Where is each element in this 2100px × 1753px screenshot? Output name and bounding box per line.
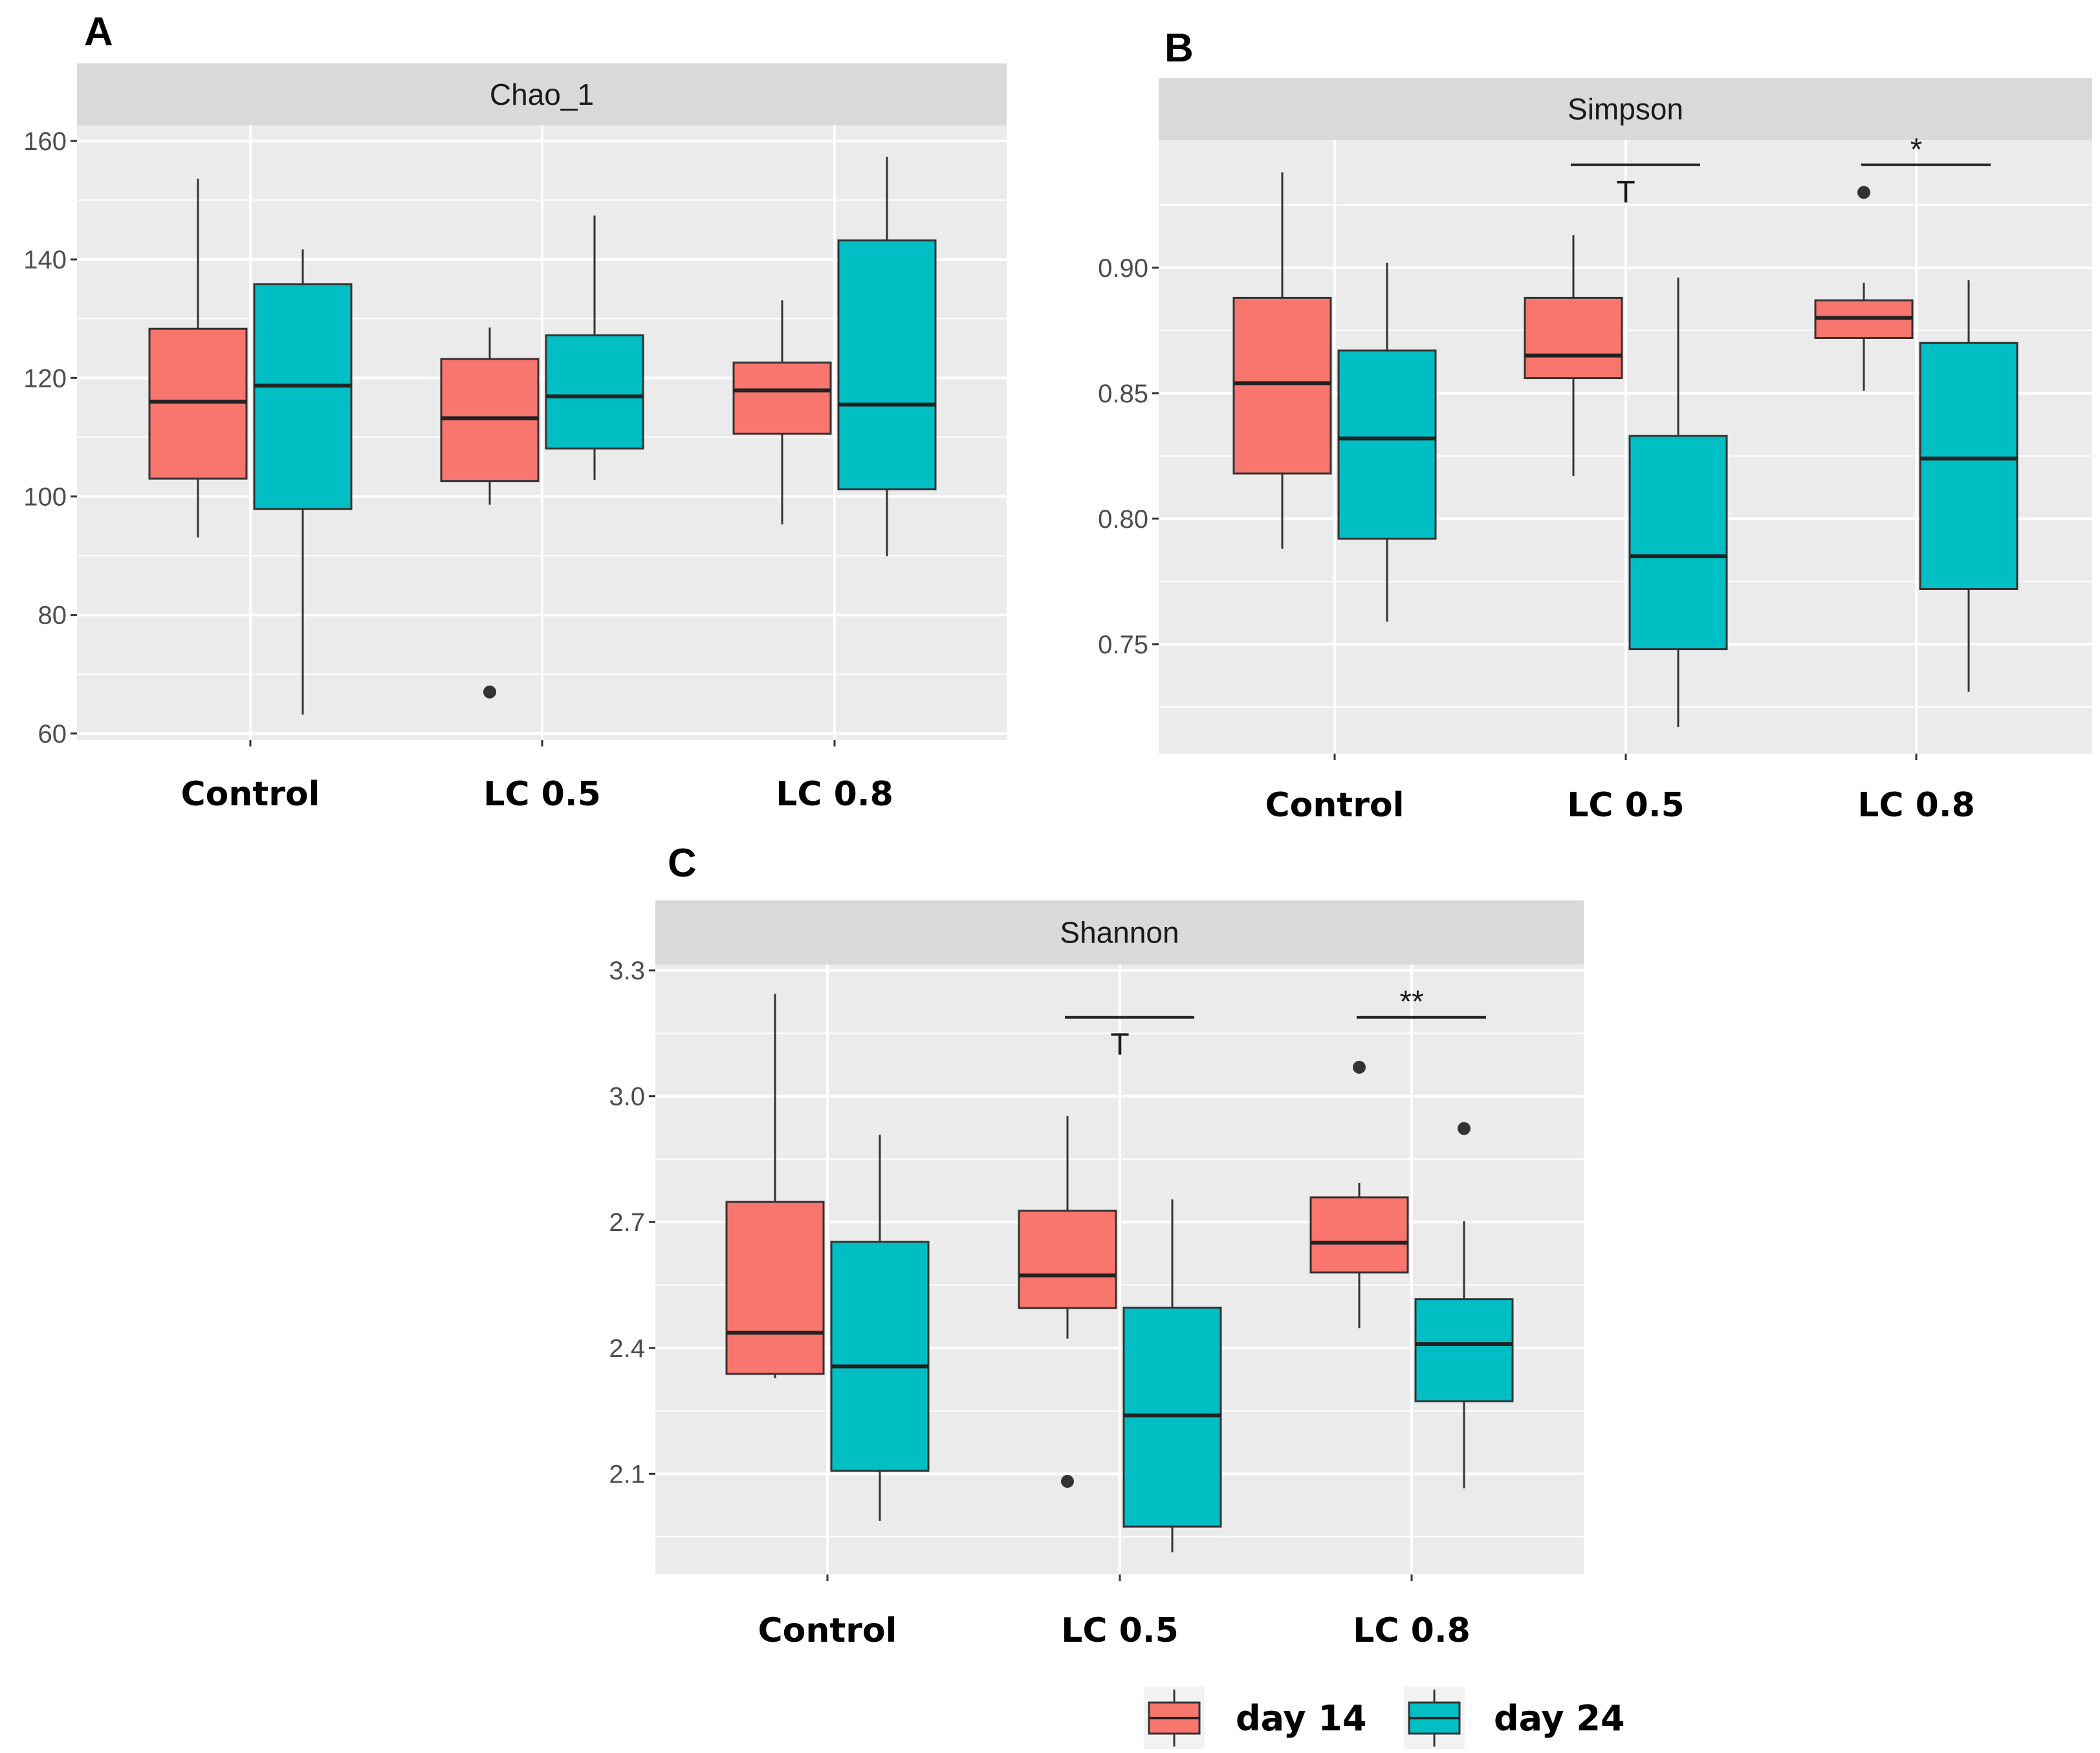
panel-B: B Simpson 0.75 0.80 0.85 0.90 Control LC 0.5 LC …	[1098, 26, 2092, 825]
facet-title: Simpson	[1568, 93, 1683, 126]
y-tick-label: 100	[23, 483, 67, 511]
significance-label: T	[1110, 1028, 1129, 1062]
outlier-point	[483, 685, 496, 699]
significance-label: T	[1616, 175, 1635, 210]
facet-title: Shannon	[1060, 916, 1179, 950]
facet-strip	[77, 63, 1007, 125]
box-iqr	[725, 1201, 825, 1375]
box-day-14-Control	[1232, 172, 1332, 549]
box-day-14-LC05	[1524, 235, 1623, 476]
x-tick-label: LC 0.8	[1857, 786, 1975, 825]
panel-A: A Chao_1 60 80 100 120 140 160 Control LC 0.5 LC 0…	[23, 10, 1007, 814]
box-day-14-LC08	[732, 300, 832, 525]
y-tick-label: 0.80	[1098, 505, 1148, 534]
box-iqr	[1232, 296, 1332, 475]
y-tick-label: 2.4	[609, 1334, 645, 1363]
box-iqr	[1919, 342, 2018, 590]
legend: day 14 day 24	[1144, 1687, 1625, 1749]
box-iqr	[1524, 296, 1623, 380]
x-tick-label: LC 0.8	[1353, 1611, 1471, 1650]
y-tick-label: 160	[23, 127, 67, 156]
y-tick-label: 2.1	[609, 1460, 645, 1488]
facet-title: Chao_1	[490, 78, 594, 111]
box-iqr	[732, 361, 832, 435]
outlier-point	[1458, 1122, 1471, 1135]
box-day-14-Control	[725, 994, 825, 1378]
legend-key-day-14	[1144, 1687, 1205, 1749]
panel-label: C	[668, 841, 697, 886]
box-day-24-LC08	[1919, 280, 2018, 692]
y-tick-label: 0.75	[1098, 631, 1148, 659]
box-day-24-Control	[253, 249, 353, 715]
box-iqr	[1628, 435, 1728, 651]
box-iqr	[1414, 1298, 1514, 1402]
legend-key-day-24	[1404, 1687, 1465, 1749]
box-iqr	[1309, 1196, 1409, 1274]
significance-label: *	[1910, 133, 1923, 167]
box-day-14-LC08	[1814, 186, 1914, 391]
y-tick-label: 60	[38, 720, 67, 748]
outlier-point	[1061, 1475, 1074, 1488]
outlier-point	[1857, 186, 1870, 199]
box-day-24-LC08	[837, 157, 937, 557]
x-tick-label: LC 0.5	[483, 775, 601, 814]
box-iqr	[148, 327, 248, 480]
box-day-24-LC05	[1628, 278, 1728, 727]
x-tick-label: LC 0.5	[1061, 1611, 1179, 1650]
x-tick-label: Control	[1265, 786, 1405, 825]
box-day-14-LC05	[440, 327, 540, 699]
x-tick-label: LC 0.5	[1567, 786, 1685, 825]
box-iqr	[1018, 1210, 1117, 1309]
y-tick-label: 0.90	[1098, 254, 1148, 283]
box-day-24-LC05	[1122, 1199, 1222, 1552]
box-day-24-LC08	[1414, 1122, 1514, 1489]
box-iqr	[545, 334, 644, 450]
box-iqr	[253, 283, 353, 510]
y-tick-label: 3.0	[609, 1083, 645, 1111]
legend-label: day 24	[1494, 1698, 1625, 1739]
box-day-14-LC05	[1018, 1116, 1117, 1488]
box-iqr	[837, 239, 937, 490]
panel-label: A	[84, 10, 113, 54]
facet-strip	[655, 900, 1584, 964]
facet-strip	[1159, 78, 2092, 140]
box-day-14-Control	[148, 179, 248, 538]
x-tick-label: Control	[758, 1611, 897, 1650]
x-tick-label: LC 0.8	[776, 775, 893, 814]
y-tick-label: 0.85	[1098, 380, 1148, 408]
legend-label: day 14	[1236, 1698, 1367, 1739]
significance-label: **	[1399, 985, 1423, 1019]
box-iqr	[830, 1241, 930, 1472]
x-tick-label: Control	[181, 775, 320, 814]
box-iqr	[1337, 349, 1437, 540]
y-tick-label: 2.7	[609, 1208, 645, 1237]
box-day-24-Control	[1337, 263, 1437, 622]
box-day-24-LC05	[545, 215, 644, 480]
y-tick-label: 80	[38, 602, 67, 630]
y-tick-label: 120	[23, 364, 67, 393]
y-tick-label: 140	[23, 246, 67, 274]
box-day-24-Control	[830, 1135, 930, 1521]
box-day-14-LC08	[1309, 1060, 1409, 1329]
panel-label: B	[1165, 26, 1194, 71]
outlier-point	[1353, 1060, 1366, 1074]
panel-C: C Shannon 2.1 2.4 2.7 3.0 3.3 Control LC 0.5 LC 0…	[609, 841, 1584, 1650]
y-tick-label: 3.3	[609, 957, 645, 985]
